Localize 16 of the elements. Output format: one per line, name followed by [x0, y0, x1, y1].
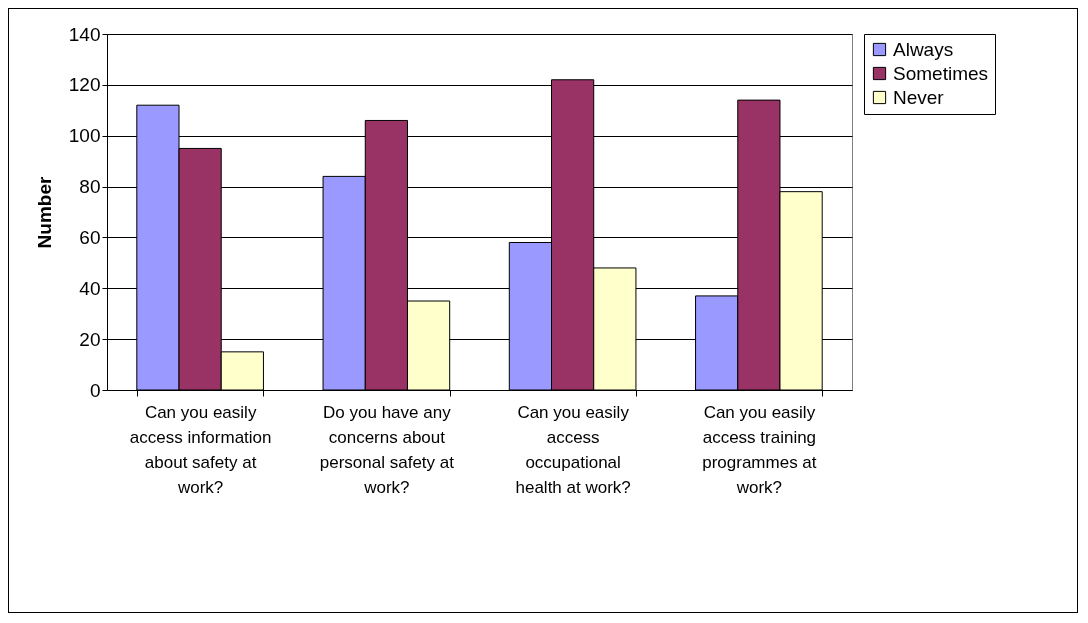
- x-tick-label: Can you easily access occupational health at work?: [515, 402, 631, 497]
- legend-label: Sometimes: [893, 62, 989, 84]
- x-tick-label: Can you easily access training programmes at work?: [702, 402, 817, 497]
- x-tick-label: Can you easily access information about safety at work?: [129, 402, 272, 497]
- x-tick-label: Do you have any concerns about personal safety at work?: [319, 402, 455, 497]
- legend-label: Never: [893, 86, 945, 108]
- y-tick-label: 20: [79, 328, 101, 350]
- legend-label: Always: [893, 38, 954, 60]
- y-tick-label: 60: [79, 226, 101, 248]
- y-tick-label: 100: [68, 125, 101, 147]
- y-tick-label: 0: [89, 379, 101, 401]
- y-tick-label: 80: [79, 176, 101, 198]
- y-tick-label: 120: [68, 74, 101, 96]
- y-tick-label: 40: [79, 277, 101, 299]
- y-axis-title: Number: [33, 176, 55, 249]
- y-tick-label: 140: [68, 23, 101, 45]
